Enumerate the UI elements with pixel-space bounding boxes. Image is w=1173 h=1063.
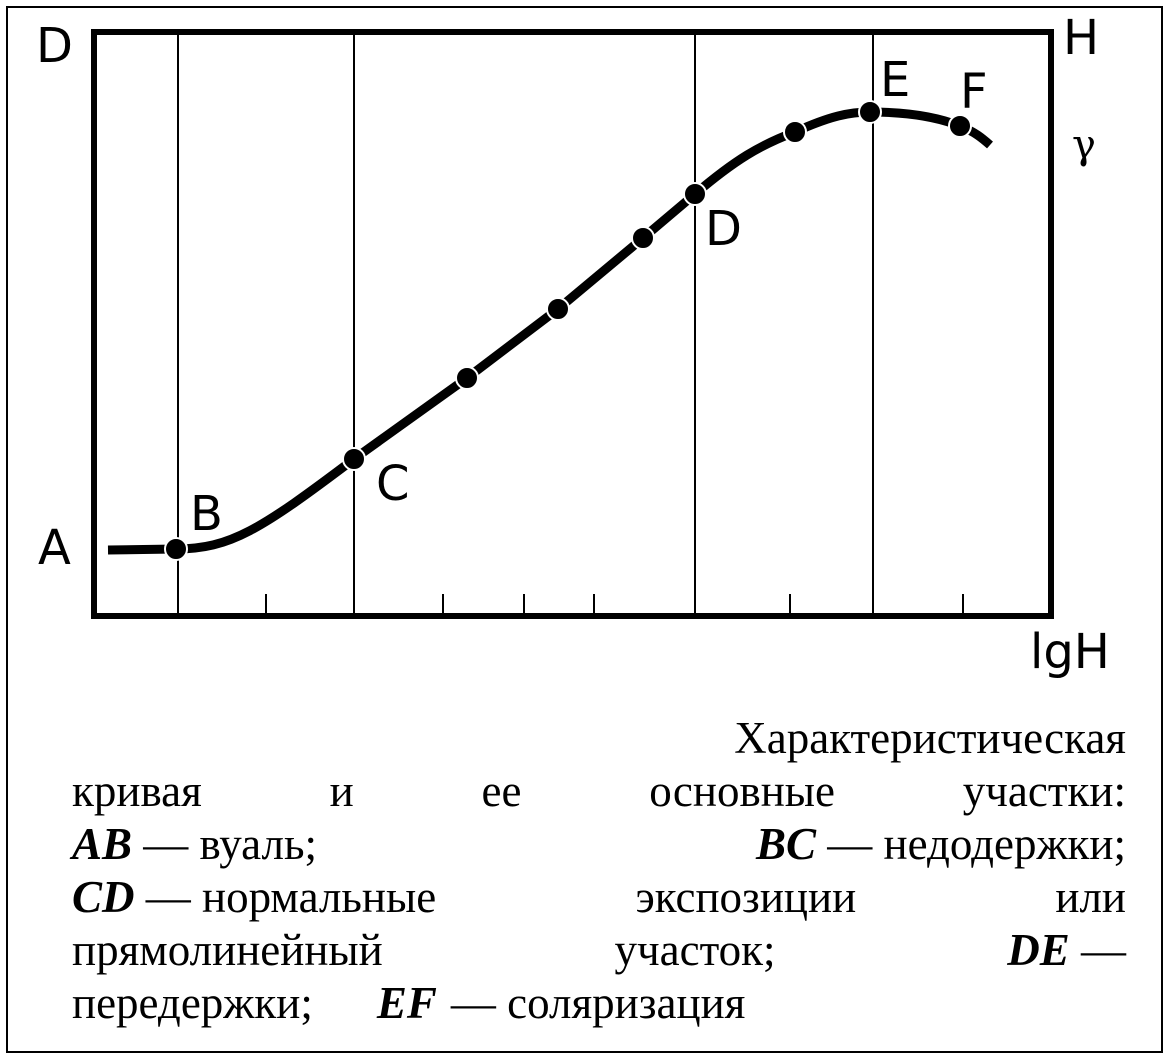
caption-text: или <box>1055 872 1126 922</box>
point-label: A <box>38 520 71 576</box>
caption-text: экспозиции <box>635 872 857 922</box>
segment-term: EF <box>376 978 437 1028</box>
caption-text: — соляризация <box>450 978 746 1028</box>
caption-text: ее <box>481 766 522 816</box>
caption-text: участки: <box>962 766 1126 816</box>
top-right-label: H <box>1063 10 1099 66</box>
point-label: D <box>705 201 742 257</box>
point <box>683 182 707 206</box>
caption-text: DE — <box>1007 924 1126 977</box>
plot-frame <box>91 29 1054 619</box>
caption-text: прямолинейный <box>72 925 383 975</box>
caption-text: — недодержки; <box>827 819 1126 869</box>
point-label: E <box>880 52 910 108</box>
point <box>342 447 366 471</box>
caption-text: участок; <box>614 925 776 975</box>
point <box>783 120 807 144</box>
caption-text: основные <box>649 766 835 816</box>
point <box>164 537 188 561</box>
curve-points <box>164 100 972 561</box>
characteristic-curve <box>107 107 993 555</box>
caption-text: — нормальные <box>145 872 437 922</box>
caption-text: AB — вуаль; <box>72 818 317 871</box>
caption-line: AB — вуаль; BC — недодержки; <box>72 818 1126 871</box>
segment-term: CD <box>72 872 135 922</box>
caption: Характеристическая кривая и ее основные … <box>72 712 1126 1030</box>
caption-text: CD — нормальные <box>72 871 436 924</box>
caption-line: прямолинейный участок; DE — <box>72 924 1126 977</box>
caption-text: кривая <box>72 766 202 816</box>
caption-text: передержки; <box>72 978 313 1028</box>
segment-term: AB <box>72 819 133 869</box>
caption-line: кривая и ее основные участки: <box>72 765 1126 818</box>
gamma-label: γ <box>1072 122 1096 168</box>
point <box>858 100 882 124</box>
caption-text: и <box>329 766 354 816</box>
segment-term: DE <box>1007 925 1070 975</box>
point-label: B <box>190 486 223 542</box>
point <box>546 297 570 321</box>
caption-line: CD — нормальные экспозиции или <box>72 871 1126 924</box>
caption-text: — вуаль; <box>143 819 317 869</box>
caption-text: — <box>1081 925 1126 975</box>
caption-text: BC — недодержки; <box>756 818 1126 871</box>
caption-line: передержки; EF — соляризация <box>72 977 1126 1030</box>
y-axis-label: D <box>36 18 73 74</box>
caption-text: Характеристическая <box>734 713 1126 763</box>
point <box>948 114 972 138</box>
grid <box>177 32 964 616</box>
x-axis-label: lgH <box>1030 624 1110 680</box>
point-label: F <box>960 64 988 120</box>
border <box>6 6 1163 1053</box>
point <box>455 366 479 390</box>
diagram: D H γ lgH A B C D E F <box>36 10 1110 680</box>
caption-line: Характеристическая <box>72 712 1126 765</box>
segment-term: BC <box>756 819 817 869</box>
point <box>631 226 655 250</box>
point-label: C <box>376 456 410 512</box>
